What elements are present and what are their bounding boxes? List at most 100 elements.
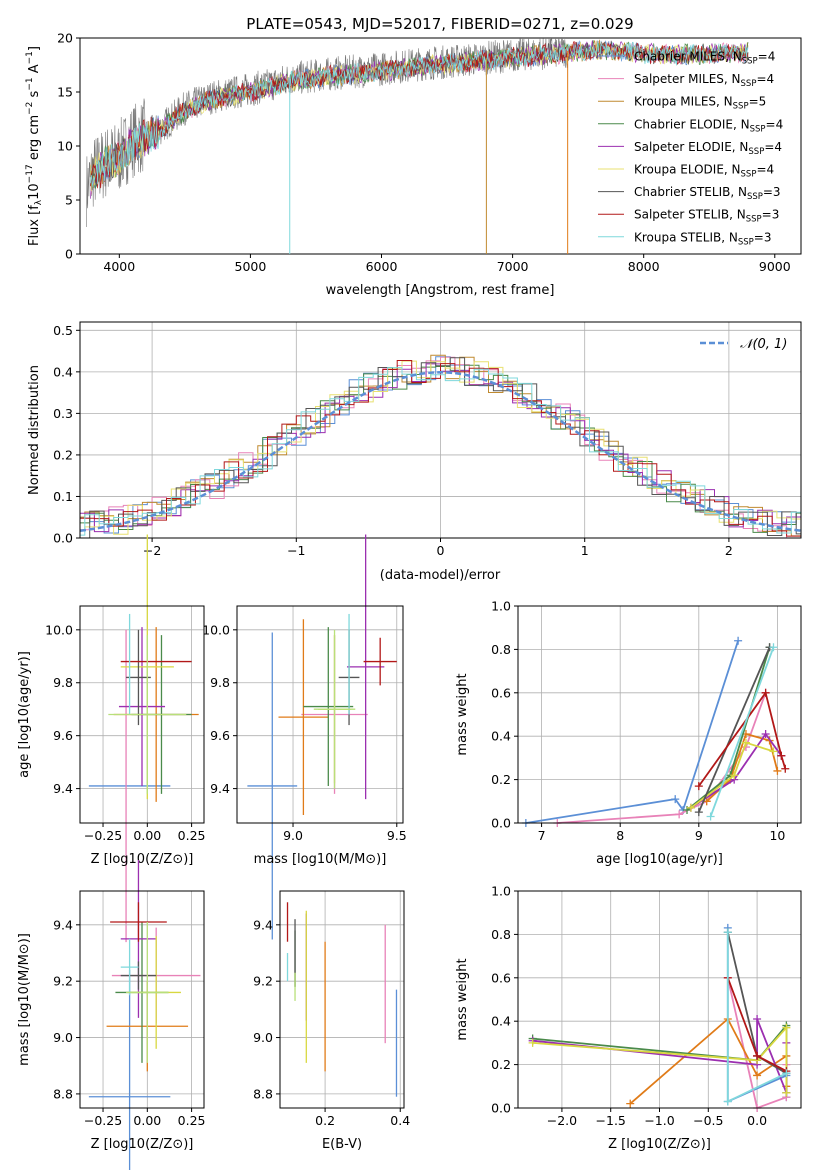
y-tick-label: 0.4 xyxy=(491,729,511,744)
x-tick-label: 0.00 xyxy=(133,828,161,843)
y-tick-label: 9.0 xyxy=(53,1030,73,1045)
y-tick-label: 0.4 xyxy=(53,364,73,379)
weight-point-marker xyxy=(734,636,743,645)
legend-entry: Chabrier MILES, NSSP=4 xyxy=(634,50,775,67)
y-tick-label: 0.2 xyxy=(53,447,73,462)
weight-point-marker xyxy=(753,1071,762,1080)
panel-ylabel: mass [log10(M/M⊙)] xyxy=(17,933,32,1066)
weight-point-marker xyxy=(694,782,703,791)
y-tick-label: 9.0 xyxy=(253,1030,273,1045)
weight-series-line xyxy=(698,690,787,787)
legend-entry: Chabrier ELODIE, NSSP=4 xyxy=(634,117,783,134)
weight-point-marker xyxy=(694,808,703,817)
x-tick-label: 0.4 xyxy=(390,1113,410,1128)
x-tick-label: 0.25 xyxy=(178,1113,206,1128)
x-tick-label: 7000 xyxy=(497,259,529,274)
panel-frame xyxy=(279,890,405,1109)
y-tick-label: 0.6 xyxy=(491,970,511,985)
panel-xlabel: Z [log10(Z/Z⊙)] xyxy=(91,1137,194,1152)
panel-frame xyxy=(79,605,205,824)
y-tick-label: 8.8 xyxy=(53,1086,73,1101)
x-tick-label: 0.0 xyxy=(747,1113,767,1128)
normal-legend-label: 𝒩(0, 1) xyxy=(740,337,787,352)
weight-point-marker xyxy=(675,810,684,819)
y-tick-label: 1.0 xyxy=(491,599,511,614)
histogram-grid xyxy=(80,322,801,539)
y-tick-label: 0.8 xyxy=(491,927,511,942)
normal-curve xyxy=(80,371,801,532)
x-tick-label: 9.0 xyxy=(283,828,303,843)
spectrum-xlabel: wavelength [Angstrom, rest frame] xyxy=(326,283,555,298)
observed-spectrum xyxy=(86,38,568,228)
histogram-step xyxy=(80,360,801,535)
y-tick-label: 0.2 xyxy=(491,772,511,787)
x-tick-label: 8 xyxy=(616,828,624,843)
y-tick-label: 9.2 xyxy=(53,974,73,989)
panel-frame xyxy=(236,605,404,824)
y-tick-label: 15 xyxy=(57,85,73,100)
y-tick-label: 8.8 xyxy=(253,1086,273,1101)
legend-entry: Salpeter STELIB, NSSP=3 xyxy=(634,208,779,225)
x-tick-label: 10 xyxy=(769,828,785,843)
histogram-step xyxy=(80,367,801,536)
x-tick-label: 9000 xyxy=(759,259,791,274)
spectrum-legend: Chabrier MILES, NSSP=4 Salpeter MILES, NS… xyxy=(598,50,783,247)
y-tick-label: 0.6 xyxy=(491,685,511,700)
y-tick-label: 9.6 xyxy=(53,728,73,743)
weight-point-marker xyxy=(773,766,782,775)
x-tick-label: −1.0 xyxy=(644,1113,674,1128)
weight-series-line xyxy=(709,646,775,817)
x-tick-label: 1 xyxy=(581,543,589,558)
weight-series-line xyxy=(697,646,771,813)
x-tick-label: 4000 xyxy=(103,259,135,274)
x-tick-label: 9.5 xyxy=(387,828,407,843)
figure-title: PLATE=0543, MJD=52017, FIBERID=0271, z=0… xyxy=(246,15,633,33)
legend-entry: Kroupa STELIB, NSSP=3 xyxy=(634,230,772,247)
weight-point-marker xyxy=(761,688,770,697)
y-tick-label: 0.5 xyxy=(53,323,73,338)
y-tick-label: 0.1 xyxy=(53,489,73,504)
panel-frame xyxy=(79,890,205,1109)
histogram-xlabel: (data-model)/error xyxy=(380,568,501,583)
y-tick-label: 9.2 xyxy=(253,974,273,989)
x-tick-label: 0.25 xyxy=(178,828,206,843)
y-tick-label: 10 xyxy=(57,139,73,154)
y-tick-label: 0.8 xyxy=(491,642,511,657)
x-tick-label: 6000 xyxy=(366,259,398,274)
weight-point-marker xyxy=(761,730,770,739)
x-tick-label: −1.5 xyxy=(596,1113,626,1128)
legend-entry: Chabrier STELIB, NSSP=3 xyxy=(634,185,781,202)
y-tick-label: 0.0 xyxy=(53,531,73,546)
weight-point-marker xyxy=(528,1038,537,1047)
panel-xlabel: Z [log10(Z/Z⊙)] xyxy=(608,1137,711,1152)
panel-xlabel: E(B-V) xyxy=(322,1137,362,1152)
weight-point-marker xyxy=(782,1069,791,1078)
x-tick-label: −2.0 xyxy=(547,1113,577,1128)
weight-point-marker xyxy=(769,747,778,756)
x-tick-label: 0 xyxy=(437,543,445,558)
y-tick-label: 9.4 xyxy=(53,781,73,796)
x-tick-label: 9 xyxy=(695,828,703,843)
y-tick-label: 10.0 xyxy=(45,622,73,637)
weight-series-line xyxy=(690,732,783,809)
weight-point-marker xyxy=(782,1088,791,1097)
weight-point-marker xyxy=(753,1015,762,1024)
panel-xlabel: mass [log10(M/M⊙)] xyxy=(254,852,387,867)
x-tick-label: −0.5 xyxy=(693,1113,723,1128)
y-tick-label: 9.4 xyxy=(210,781,230,796)
weight-point-marker xyxy=(686,803,695,812)
panel-xlabel: Z [log10(Z/Z⊙)] xyxy=(91,852,194,867)
x-tick-label: 8000 xyxy=(628,259,660,274)
legend-entry: Salpeter ELODIE, NSSP=4 xyxy=(634,140,782,157)
grid-group xyxy=(280,891,404,1108)
x-tick-label: −2 xyxy=(143,543,161,558)
y-tick-label: 9.6 xyxy=(210,728,230,743)
y-tick-label: 9.4 xyxy=(53,917,73,932)
weight-point-marker xyxy=(782,1023,791,1032)
weight-point-marker xyxy=(723,928,732,937)
histogram-step xyxy=(80,354,801,537)
x-tick-label: 5000 xyxy=(235,259,267,274)
x-tick-label: 7 xyxy=(538,828,546,843)
